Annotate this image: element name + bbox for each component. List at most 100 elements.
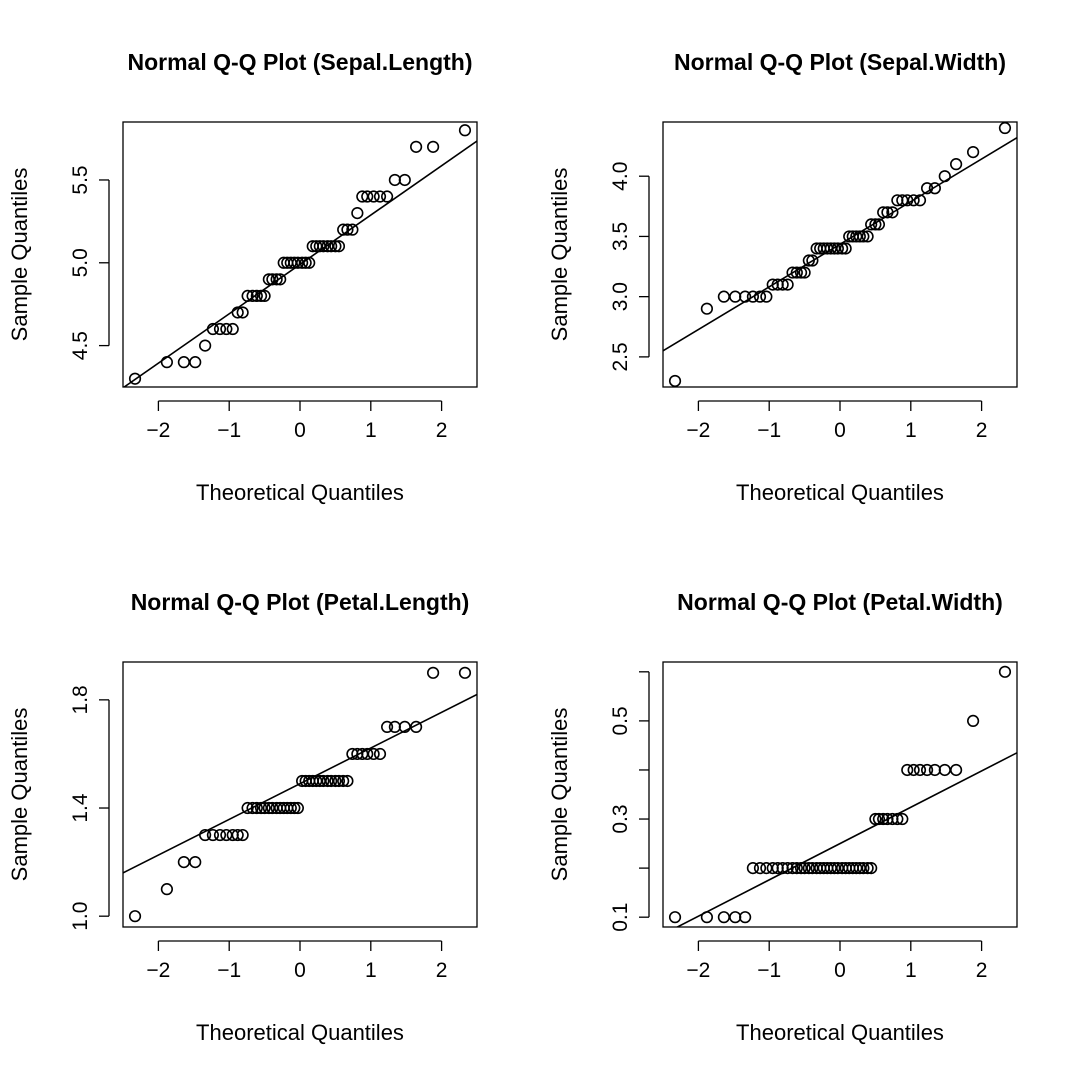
data-point bbox=[872, 812, 886, 826]
y-tick-label: 4.0 bbox=[609, 162, 632, 191]
data-point bbox=[950, 158, 963, 171]
data-point bbox=[901, 763, 914, 777]
data-point bbox=[226, 322, 239, 336]
data-point bbox=[329, 240, 342, 253]
data-point bbox=[177, 356, 190, 369]
data-point bbox=[367, 190, 380, 203]
x-axis-label: Theoretical Quantiles bbox=[196, 480, 404, 505]
data-point bbox=[329, 774, 342, 788]
data-point bbox=[337, 774, 350, 788]
data-point bbox=[781, 278, 794, 291]
qq-reference-line bbox=[675, 752, 1017, 927]
data-point bbox=[254, 289, 268, 303]
y-tick-label: 4.5 bbox=[69, 331, 92, 360]
data-point bbox=[786, 266, 799, 279]
qq-panel-1: Normal Q-Q Plot (Sepal.Length) −2 −1 0 1 2 4.5… bbox=[7, 49, 478, 505]
y-tick-label: 1.8 bbox=[69, 685, 92, 714]
data-point bbox=[865, 862, 878, 875]
x-tick-label: 0 bbox=[834, 959, 846, 982]
x-tick-label: −1 bbox=[217, 419, 241, 442]
data-point bbox=[160, 883, 173, 896]
data-point bbox=[213, 828, 227, 842]
y-axis-label: Sample Quantiles bbox=[7, 168, 32, 342]
data-point bbox=[869, 812, 882, 826]
data-point bbox=[700, 911, 713, 924]
data-point bbox=[199, 828, 212, 842]
data-point bbox=[341, 223, 354, 236]
data-point bbox=[920, 182, 934, 195]
data-point bbox=[928, 182, 941, 195]
x-tick-label: 1 bbox=[905, 419, 917, 442]
plot-frame bbox=[662, 661, 1018, 928]
data-point bbox=[739, 290, 752, 303]
data-point bbox=[938, 170, 951, 183]
data-point bbox=[877, 206, 890, 219]
data-point bbox=[872, 218, 886, 231]
data-point bbox=[967, 714, 980, 727]
data-point bbox=[865, 218, 878, 231]
y-axis-label: Sample Quantiles bbox=[547, 168, 572, 342]
data-point bbox=[901, 194, 914, 207]
data-point bbox=[266, 273, 279, 286]
data-point bbox=[303, 256, 316, 269]
data-point bbox=[781, 862, 794, 875]
data-point bbox=[291, 801, 304, 815]
data-point bbox=[317, 774, 330, 788]
plot-frame bbox=[122, 121, 478, 388]
x-axis-label: Theoretical Quantiles bbox=[736, 1020, 944, 1045]
data-point bbox=[798, 862, 811, 875]
data-point bbox=[325, 774, 338, 788]
data-point bbox=[380, 190, 394, 203]
data-point bbox=[296, 256, 309, 269]
data-point bbox=[346, 223, 359, 236]
x-tick-label: −1 bbox=[757, 959, 781, 982]
y-axis-label: Sample Quantiles bbox=[7, 708, 32, 882]
data-point bbox=[881, 206, 894, 219]
data-point bbox=[373, 747, 387, 761]
y-tick-label: 3.0 bbox=[609, 282, 632, 311]
data-point bbox=[246, 801, 259, 815]
data-point bbox=[128, 372, 142, 385]
data-point bbox=[739, 911, 752, 924]
x-tick-label: 0 bbox=[294, 419, 306, 442]
data-point bbox=[351, 206, 364, 220]
data-point bbox=[236, 828, 249, 842]
data-point bbox=[206, 322, 220, 336]
y-tick-label: 5.0 bbox=[69, 248, 92, 277]
data-point bbox=[288, 801, 301, 815]
x-tick-label: −2 bbox=[686, 959, 710, 982]
data-point bbox=[458, 666, 472, 679]
data-point bbox=[398, 173, 411, 187]
data-point bbox=[717, 911, 730, 924]
data-point bbox=[361, 190, 374, 203]
x-tick-label: 2 bbox=[976, 959, 988, 982]
data-point bbox=[877, 812, 890, 826]
data-point bbox=[950, 763, 963, 777]
data-point bbox=[410, 720, 423, 733]
data-point bbox=[380, 720, 394, 733]
data-point bbox=[367, 747, 380, 761]
x-tick-label: −2 bbox=[686, 419, 710, 442]
data-point bbox=[206, 828, 220, 842]
plot-title: Normal Q-Q Plot (Sepal.Length) bbox=[127, 49, 472, 75]
data-point bbox=[836, 242, 849, 255]
data-point bbox=[160, 356, 173, 369]
data-point bbox=[776, 278, 789, 291]
x-tick-label: −2 bbox=[146, 959, 170, 982]
data-point bbox=[189, 856, 202, 869]
data-point bbox=[458, 124, 472, 137]
data-point bbox=[274, 273, 287, 286]
qq-panel-4: Normal Q-Q Plot (Petal.Width) −2 −1 0 1 2 0.1 0… bbox=[547, 589, 1018, 1045]
data-point bbox=[410, 140, 423, 153]
y-tick-label: 0.1 bbox=[609, 903, 632, 932]
data-point bbox=[746, 862, 760, 875]
y-axis-label: Sample Quantiles bbox=[547, 708, 572, 882]
data-point bbox=[332, 774, 346, 788]
data-point bbox=[938, 763, 951, 777]
plot-title: Normal Q-Q Plot (Petal.Width) bbox=[677, 589, 1003, 615]
x-axis-label: Theoretical Quantiles bbox=[736, 480, 944, 505]
data-point bbox=[236, 306, 249, 319]
data-point bbox=[967, 146, 980, 159]
data-point bbox=[231, 828, 244, 842]
